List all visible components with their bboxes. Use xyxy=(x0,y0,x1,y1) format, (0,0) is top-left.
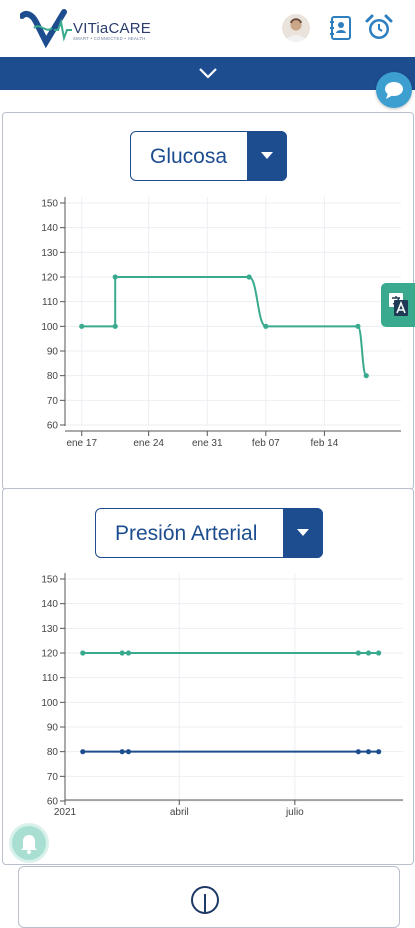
translate-button[interactable] xyxy=(381,283,415,327)
brand-tagline: SMART • CONNECTED • HEALTH xyxy=(73,36,146,41)
pressure-metric-select[interactable]: Presión Arterial xyxy=(95,508,323,558)
y-tick-label: 140 xyxy=(41,223,58,234)
y-tick-label: 120 xyxy=(41,649,58,660)
data-point xyxy=(80,749,86,755)
glucose-select-label: Glucosa xyxy=(150,145,228,168)
data-point xyxy=(80,650,86,656)
y-tick-label: 110 xyxy=(42,297,58,308)
data-point xyxy=(79,323,85,329)
y-tick-label: 80 xyxy=(47,371,59,382)
glucose-chart: 150 140 130 120 110 100 90 80 70 60 ene 17 ene 24 en… xyxy=(41,197,401,449)
x-tick-label: ene 24 xyxy=(133,438,164,449)
data-point xyxy=(355,749,361,755)
y-tick-label: 130 xyxy=(41,248,58,259)
alarm-clock-icon[interactable] xyxy=(364,13,394,43)
y-tick-label: 60 xyxy=(47,797,59,808)
data-point xyxy=(125,650,132,656)
data-point xyxy=(376,650,382,656)
chat-bubble-icon xyxy=(385,82,403,99)
y-tick-label: 130 xyxy=(41,624,58,635)
y-tick-label: 150 xyxy=(41,199,58,210)
x-tick-label: 2021 xyxy=(54,807,77,818)
data-point xyxy=(112,274,118,280)
bell-icon xyxy=(21,835,37,854)
y-tick-label: 90 xyxy=(47,347,59,358)
app-header: VITiaCARE SMART • CONNECTED • HEALTH xyxy=(0,0,415,56)
x-tick-label: feb 14 xyxy=(311,438,339,449)
contacts-book-icon[interactable] xyxy=(326,13,356,43)
pressure-select-dropdown-button[interactable] xyxy=(283,508,323,558)
data-point xyxy=(355,650,361,656)
collapse-bar[interactable] xyxy=(0,57,415,90)
x-tick-label: feb 07 xyxy=(252,438,280,449)
x-tick-label: julio xyxy=(285,807,304,818)
y-tick-label: 70 xyxy=(47,772,59,783)
avatar-image xyxy=(286,18,306,42)
avatar[interactable] xyxy=(282,14,310,42)
pressure-card: Presión Arterial 150 140 130 120 110 100 90 80 7… xyxy=(2,488,414,865)
x-tick-label: abril xyxy=(170,807,189,818)
chat-button[interactable] xyxy=(376,72,412,108)
y-tick-label: 140 xyxy=(41,599,58,610)
y-tick-label: 110 xyxy=(42,673,58,684)
add-button[interactable] xyxy=(191,886,219,914)
data-point xyxy=(119,650,125,656)
y-tick-label: 70 xyxy=(47,396,59,407)
brand-name: VITiaCARE xyxy=(73,20,151,37)
glucose-metric-select[interactable]: Glucosa xyxy=(130,131,287,181)
y-tick-label: 80 xyxy=(47,747,59,758)
plus-icon xyxy=(204,894,206,912)
y-tick-label: 120 xyxy=(41,273,58,284)
data-point xyxy=(112,323,118,329)
y-tick-label: 100 xyxy=(41,698,58,709)
chevron-down-icon[interactable] xyxy=(197,65,219,81)
data-point xyxy=(246,274,252,280)
y-tick-label: 100 xyxy=(41,322,58,333)
y-tick-label: 150 xyxy=(41,575,58,586)
vitiacare-logo[interactable] xyxy=(20,8,160,50)
data-point xyxy=(119,749,125,755)
pressure-select-label: Presión Arterial xyxy=(115,522,258,545)
data-point xyxy=(365,650,372,656)
x-tick-label: ene 31 xyxy=(192,438,223,449)
notifications-button[interactable] xyxy=(12,826,46,860)
glucose-card: Glucosa 150 140 130 120 110 100 90 80 70 60 ene 17… xyxy=(2,112,414,490)
x-tick-label: ene 17 xyxy=(66,438,97,449)
data-point xyxy=(355,323,361,329)
data-point xyxy=(125,749,132,755)
data-point xyxy=(263,323,269,329)
data-point xyxy=(363,373,369,379)
data-point xyxy=(365,749,372,755)
y-tick-label: 90 xyxy=(47,723,59,734)
translate-icon xyxy=(389,293,408,316)
y-tick-label: 60 xyxy=(47,421,59,432)
glucose-select-dropdown-button[interactable] xyxy=(247,131,287,181)
data-point xyxy=(376,749,382,755)
